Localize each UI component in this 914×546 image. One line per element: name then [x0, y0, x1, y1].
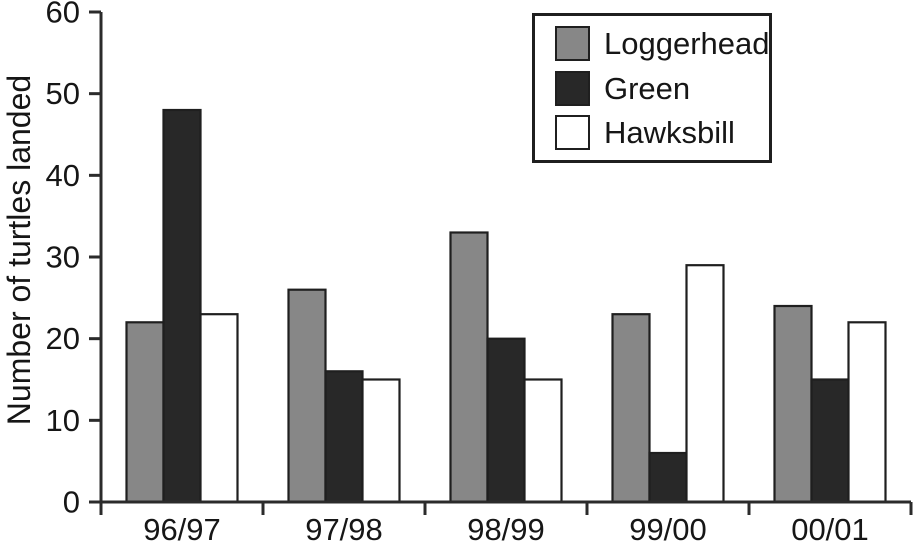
y-tick-label: 10 [46, 403, 80, 438]
bar-hawksbill [361, 378, 401, 504]
bar-green [162, 108, 202, 504]
legend-label-green: Green [604, 70, 691, 106]
bar-loggerhead [773, 304, 813, 504]
bar-loggerhead [611, 313, 651, 504]
axes-layer: 96/97 97/98 98/99 99/00 00/01 0 10 20 30 40 50 60 [46, 0, 913, 546]
x-tick-label: 99/00 [629, 512, 707, 546]
bar-green [648, 451, 688, 504]
bar-loggerhead [449, 231, 489, 504]
legend-item-loggerhead: Loggerhead [555, 25, 770, 61]
x-tick-label: 96/97 [143, 512, 221, 546]
bar-hawksbill [685, 264, 725, 504]
legend-item-hawksbill: Hawksbill [555, 115, 769, 151]
bar-green [324, 370, 364, 504]
x-tick-label: 97/98 [305, 512, 383, 546]
y-tick-label: 0 [63, 485, 80, 520]
x-tick-label: 98/99 [467, 512, 545, 546]
x-tick-label: 00/01 [791, 512, 869, 546]
legend-swatch-loggerhead [555, 25, 590, 61]
bar-green [486, 337, 526, 504]
bar-hawksbill [523, 378, 563, 504]
y-tick-label: 20 [46, 321, 80, 356]
y-tick-label: 30 [46, 240, 80, 275]
bar-hawksbill [847, 321, 887, 504]
y-axis-title: Number of turtles landed [1, 75, 37, 425]
bar-hawksbill [199, 313, 239, 504]
legend-swatch-hawksbill [555, 115, 590, 151]
bar-loggerhead [125, 321, 165, 504]
bars-layer [125, 108, 887, 504]
y-tick-label: 40 [46, 158, 80, 193]
y-tick-label: 60 [46, 0, 80, 30]
legend-label-loggerhead: Loggerhead [604, 25, 770, 61]
legend-swatch-green [555, 70, 590, 106]
y-tick-label: 50 [46, 76, 80, 111]
bar-loggerhead [287, 288, 327, 504]
legend: Loggerhead Green Hawksbill [532, 13, 772, 163]
legend-item-green: Green [555, 70, 769, 106]
legend-label-hawksbill: Hawksbill [604, 115, 735, 151]
bar-green [810, 378, 850, 504]
